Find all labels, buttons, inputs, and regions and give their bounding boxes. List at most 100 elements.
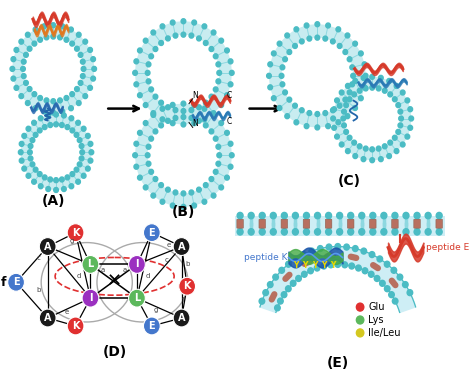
Text: g: g bbox=[70, 238, 74, 244]
Text: I: I bbox=[89, 293, 92, 303]
Circle shape bbox=[70, 172, 75, 176]
Circle shape bbox=[92, 66, 97, 71]
Circle shape bbox=[24, 52, 28, 57]
Circle shape bbox=[356, 329, 364, 337]
Circle shape bbox=[54, 188, 58, 192]
Circle shape bbox=[78, 81, 83, 85]
Circle shape bbox=[77, 138, 82, 142]
Text: C: C bbox=[226, 91, 231, 100]
Circle shape bbox=[21, 59, 26, 64]
Circle shape bbox=[88, 158, 93, 163]
Circle shape bbox=[380, 280, 385, 286]
Circle shape bbox=[346, 84, 350, 88]
FancyBboxPatch shape bbox=[235, 216, 445, 236]
Circle shape bbox=[32, 179, 36, 184]
Circle shape bbox=[279, 267, 284, 273]
Circle shape bbox=[436, 212, 442, 219]
Circle shape bbox=[281, 292, 287, 298]
Circle shape bbox=[403, 229, 409, 235]
Circle shape bbox=[285, 114, 290, 119]
Circle shape bbox=[307, 110, 312, 116]
Circle shape bbox=[213, 54, 218, 59]
Circle shape bbox=[137, 130, 142, 135]
Circle shape bbox=[368, 271, 374, 277]
Circle shape bbox=[405, 134, 410, 139]
Circle shape bbox=[391, 267, 397, 273]
Circle shape bbox=[146, 144, 151, 149]
Circle shape bbox=[344, 103, 348, 107]
Circle shape bbox=[146, 70, 150, 75]
Circle shape bbox=[14, 47, 19, 53]
Circle shape bbox=[414, 229, 420, 235]
Circle shape bbox=[8, 273, 25, 291]
Circle shape bbox=[149, 136, 154, 141]
Circle shape bbox=[282, 229, 287, 235]
Polygon shape bbox=[260, 247, 416, 313]
Circle shape bbox=[189, 33, 194, 38]
Text: d: d bbox=[146, 273, 150, 279]
Circle shape bbox=[54, 122, 58, 127]
Circle shape bbox=[362, 62, 367, 67]
Circle shape bbox=[216, 144, 220, 149]
Circle shape bbox=[394, 84, 399, 88]
Circle shape bbox=[303, 229, 310, 235]
Circle shape bbox=[336, 27, 341, 32]
Circle shape bbox=[268, 85, 273, 90]
Circle shape bbox=[296, 276, 301, 282]
Circle shape bbox=[170, 20, 175, 25]
Wedge shape bbox=[269, 24, 365, 128]
Circle shape bbox=[81, 73, 85, 79]
Circle shape bbox=[225, 48, 229, 53]
Circle shape bbox=[286, 261, 291, 267]
Circle shape bbox=[181, 115, 186, 119]
Circle shape bbox=[28, 156, 33, 161]
Circle shape bbox=[353, 78, 357, 84]
Circle shape bbox=[170, 203, 175, 208]
Text: a: a bbox=[123, 267, 127, 273]
Circle shape bbox=[343, 50, 347, 54]
Circle shape bbox=[356, 303, 364, 311]
Circle shape bbox=[54, 178, 58, 183]
Circle shape bbox=[173, 309, 190, 327]
Circle shape bbox=[60, 177, 64, 182]
FancyBboxPatch shape bbox=[325, 219, 332, 228]
Circle shape bbox=[189, 107, 194, 113]
Circle shape bbox=[33, 132, 38, 137]
Circle shape bbox=[272, 51, 276, 56]
Circle shape bbox=[144, 317, 160, 335]
Circle shape bbox=[335, 134, 339, 139]
Circle shape bbox=[216, 161, 220, 166]
Circle shape bbox=[280, 82, 285, 87]
Circle shape bbox=[88, 47, 92, 53]
Text: A: A bbox=[44, 242, 52, 251]
Circle shape bbox=[259, 229, 265, 235]
Circle shape bbox=[370, 74, 374, 79]
Circle shape bbox=[384, 286, 390, 292]
Text: Y: Y bbox=[312, 261, 317, 270]
Circle shape bbox=[315, 112, 319, 116]
Circle shape bbox=[405, 98, 410, 103]
Circle shape bbox=[314, 265, 320, 271]
Circle shape bbox=[76, 120, 81, 125]
Circle shape bbox=[216, 62, 220, 67]
Circle shape bbox=[146, 161, 151, 166]
Circle shape bbox=[69, 116, 74, 121]
Circle shape bbox=[347, 135, 352, 140]
Circle shape bbox=[343, 97, 347, 102]
Circle shape bbox=[173, 33, 178, 38]
Circle shape bbox=[336, 120, 341, 125]
FancyBboxPatch shape bbox=[237, 219, 243, 228]
Circle shape bbox=[392, 135, 397, 140]
Circle shape bbox=[370, 85, 374, 90]
Circle shape bbox=[277, 106, 282, 110]
Circle shape bbox=[389, 292, 394, 298]
Circle shape bbox=[364, 146, 368, 151]
Circle shape bbox=[202, 199, 207, 204]
Circle shape bbox=[74, 167, 79, 172]
Circle shape bbox=[32, 92, 36, 97]
Text: Y: Y bbox=[330, 261, 336, 270]
Wedge shape bbox=[333, 77, 411, 160]
Circle shape bbox=[42, 175, 47, 180]
Circle shape bbox=[387, 78, 392, 84]
Text: A: A bbox=[178, 313, 185, 323]
